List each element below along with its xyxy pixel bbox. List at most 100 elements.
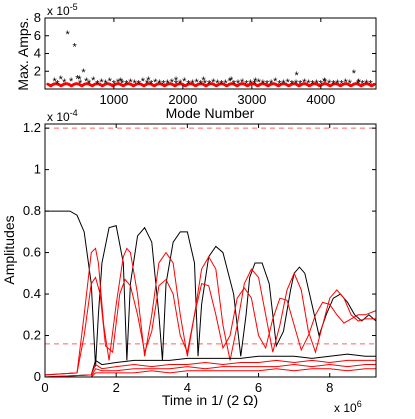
bottom-y-tick-label: 0.2 — [23, 328, 41, 343]
bottom-x-tick-label: 2 — [113, 380, 120, 395]
top-series-0-point: * — [306, 78, 311, 90]
bottom-series-5-line — [45, 364, 376, 378]
top-series-0-point: * — [269, 78, 274, 90]
bottom-y-tick-label: 1.2 — [23, 120, 41, 135]
bottom-plot-frame — [44, 123, 377, 378]
top-series-1-point: * — [229, 75, 234, 87]
top-y-tick-label: 2 — [34, 63, 41, 78]
top-series-0-point: * — [294, 78, 299, 90]
top-series-0-point: * — [360, 79, 365, 91]
top-series-0-point: * — [273, 76, 278, 88]
bottom-series-2-line — [44, 276, 377, 376]
bottom-y-tick-label: 0.4 — [23, 286, 41, 301]
top-series-0-point: * — [128, 77, 133, 89]
top-series-0-point: * — [327, 78, 332, 90]
top-series-0-point: * — [108, 76, 113, 88]
top-series-0-point: * — [69, 76, 74, 88]
bottom-y-tick-label: 0.8 — [23, 203, 41, 218]
top-series-0-point: * — [265, 79, 270, 91]
top-series-0-point: * — [203, 78, 208, 90]
top-series-0-point: * — [348, 78, 353, 90]
top-series-0-point: * — [244, 79, 249, 91]
top-series-0-point: * — [84, 76, 89, 88]
top-series-0-point: * — [141, 76, 146, 88]
top-series-0-point: * — [323, 77, 328, 89]
top-series-0-point: * — [99, 77, 104, 89]
top-series-0-point: * — [52, 76, 57, 88]
top-series-0-point: * — [153, 77, 158, 89]
top-series-0-point: * — [72, 41, 77, 53]
top-series-0-point: * — [59, 74, 64, 86]
top-series-0-point: * — [166, 78, 171, 90]
top-x-tick-label: 1000 — [99, 92, 128, 107]
top-plot-marks: ** * ********* * * * * * * * * * * * * * * * * * * * * * * * * * * * *… — [46, 29, 376, 91]
top-series-0-point: * — [66, 29, 71, 41]
top-series-1-point: * — [322, 76, 327, 88]
top-series-0-point: * — [356, 78, 361, 90]
top-series-0-point: * — [120, 78, 125, 90]
top-series-0-point: * — [87, 78, 92, 90]
top-series-0-point: * — [55, 79, 60, 91]
top-series-0-point: * — [344, 77, 349, 89]
top-series-0-point: * — [190, 78, 195, 90]
top-series-0-point: * — [219, 79, 224, 91]
bottom-series-3-line — [44, 353, 376, 378]
top-series-0-point: * — [352, 68, 357, 80]
top-series-0-point: * — [223, 78, 228, 90]
top-series-0-point: * — [252, 79, 257, 91]
top-series-0-point: * — [232, 79, 237, 91]
bottom-y-tick-label: 0 — [34, 369, 41, 384]
top-series-0-point: * — [137, 79, 142, 91]
top-marker-band — [46, 82, 376, 88]
bottom-x-exponent: x 106 — [334, 399, 362, 415]
top-series-0-point: * — [331, 79, 336, 91]
top-series-0-point: * — [186, 79, 191, 91]
bottom-series-6-line — [45, 368, 376, 378]
top-series-0-point: * — [91, 75, 96, 87]
bottom-plot-marks — [44, 127, 377, 378]
top-x-tick-label: 2000 — [168, 92, 197, 107]
top-series-0-point: * — [368, 79, 373, 91]
bottom-y-tick-label: 1 — [34, 162, 41, 177]
top-series-0-point: * — [78, 78, 83, 90]
top-series-0-point: * — [174, 79, 179, 91]
top-series-0-point: * — [319, 79, 324, 91]
top-series-0-point: * — [157, 78, 162, 90]
top-series-0-point: * — [132, 78, 137, 90]
top-series-0-point: * — [228, 76, 233, 88]
top-series-0-point: * — [215, 78, 220, 90]
top-series-1-point: * — [174, 75, 179, 87]
bottom-x-tick-label: 6 — [255, 380, 262, 395]
top-series-0-point: * — [124, 79, 129, 91]
top-series-0-point: * — [182, 76, 187, 88]
bottom-series-1-line — [44, 247, 376, 376]
top-chart: ** * ********* * * * * * * * * * * * * * * * * * * * * * * * * * * * *… — [15, 2, 377, 121]
top-series-0-point: * — [236, 78, 241, 90]
top-series-0-point: * — [298, 79, 303, 91]
bottom-x-tick-label: 0 — [41, 380, 48, 395]
bottom-y-exponent: x 10-4 — [47, 108, 78, 124]
bottom-chart: 0 2 4 6 8 0 0.2 0.4 0.6 0.8 1 1.2 x 10-4 x 106 Time… — [1, 108, 377, 415]
top-series-0-point: * — [62, 77, 67, 89]
top-series-1-point: * — [201, 75, 206, 87]
top-series-0-point: * — [335, 78, 340, 90]
top-series-0-point: * — [290, 79, 295, 91]
top-series-0-point: * — [195, 77, 200, 89]
bottom-series-0-line — [45, 210, 377, 367]
top-x-tick-label: 3000 — [237, 92, 266, 107]
bottom-x-tick-label: 8 — [326, 380, 333, 395]
top-y-tick-label: 8 — [34, 10, 41, 25]
top-series-0-point: * — [240, 77, 245, 89]
top-series-0-point: * — [364, 78, 369, 90]
top-band-point — [372, 82, 376, 86]
top-series-0-point: * — [207, 79, 212, 91]
top-series-0-point: * — [257, 77, 262, 89]
top-series-0-point: * — [170, 77, 175, 89]
top-series-1-point: * — [357, 77, 362, 89]
top-series-1-point: * — [253, 76, 258, 88]
top-series-1-point: * — [146, 75, 151, 87]
bottom-x-tick-label: 4 — [184, 380, 191, 395]
bottom-series-4-line — [44, 359, 376, 378]
bottom-y-axis-label: Amplitudes — [1, 215, 17, 284]
